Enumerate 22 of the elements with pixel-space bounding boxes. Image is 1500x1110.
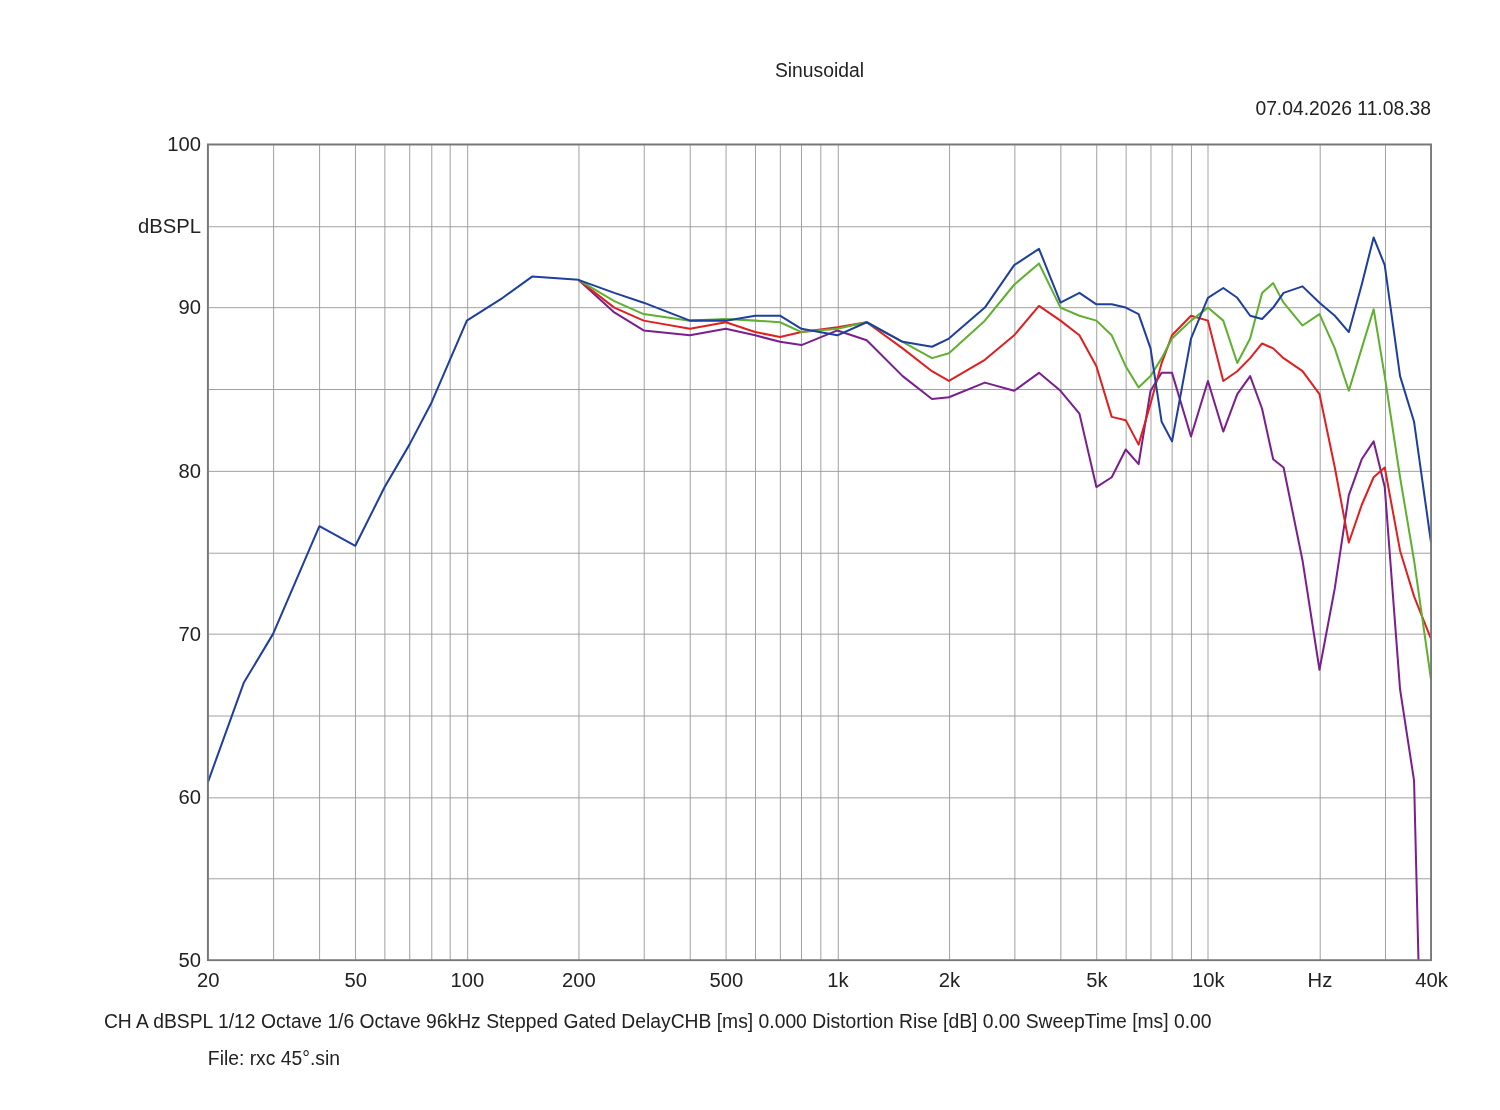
x-tick-label: 500 [709,969,744,992]
x-tick-label: 20 [197,969,220,992]
y-tick-label: dBSPL [138,214,201,237]
text: File: rxc 45°.sin [207,1048,340,1070]
x-tick-label: 200 [561,969,596,992]
x-tick-label: Hz [1307,969,1333,992]
text: 07.04.2026 11.08.38 [1255,97,1432,119]
y-tick-label: 80 [178,459,201,482]
x-tick-label: 2k [938,969,961,992]
text: CH A dBSPL 1/12 Octave 1/6 Octave 96kHz Stepped Gated DelayCHB [ms] 0.000 Distortion Rise [dB] 0.00 SweepTime [ms] 0.00 [103,1011,1212,1033]
y-tick-label: 90 [178,296,201,319]
y-tick-label: 70 [178,622,201,645]
x-tick-label: 5k [1086,969,1109,992]
x-tick-label: 10k [1192,969,1226,992]
y-tick-label: 50 [178,949,201,972]
y-tick-label: 100 [167,133,201,156]
y-tick-label: 60 [178,785,201,808]
x-tick-label: 1k [827,969,850,992]
chart-title: Sinusoidal [774,60,864,82]
x-tick-label: 50 [344,969,368,992]
x-tick-label: 40k [1415,969,1449,992]
x-tick-label: 100 [450,969,485,992]
